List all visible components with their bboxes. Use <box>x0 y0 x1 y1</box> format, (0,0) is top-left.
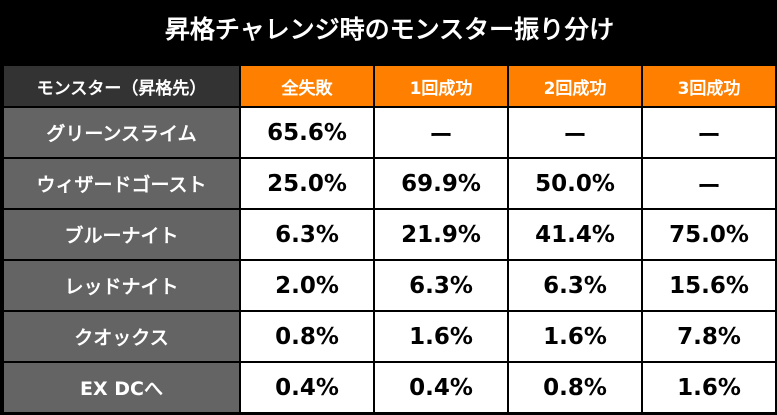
probability-cell: 75.0% <box>641 208 777 261</box>
column-header-1-success: 1回成功 <box>373 64 509 108</box>
probability-cell: ー <box>641 106 777 159</box>
column-header-3-success: 3回成功 <box>641 64 777 108</box>
table-row: ウィザードゴースト 25.0% 69.9% 50.0% ー <box>2 157 777 210</box>
probability-cell: 15.6% <box>641 259 777 312</box>
page-title: 昇格チャレンジ時のモンスター振り分け <box>164 15 615 44</box>
probability-cell: 25.0% <box>239 157 375 210</box>
probability-cell: 0.4% <box>239 361 375 414</box>
probability-cell: 2.0% <box>239 259 375 312</box>
monster-name: グリーンスライム <box>2 106 241 159</box>
probability-cell: 0.8% <box>239 310 375 363</box>
probability-cell: 6.3% <box>373 259 509 312</box>
probability-cell: 6.3% <box>507 259 643 312</box>
monster-name: EX DCへ <box>2 361 241 414</box>
table-header-row: モンスター（昇格先） 全失敗 1回成功 2回成功 3回成功 <box>2 64 777 108</box>
probability-cell: 21.9% <box>373 208 509 261</box>
monster-name: ブルーナイト <box>2 208 241 261</box>
probability-cell: 0.4% <box>373 361 509 414</box>
probability-cell: 1.6% <box>641 361 777 414</box>
probability-cell: 50.0% <box>507 157 643 210</box>
probability-cell: 1.6% <box>507 310 643 363</box>
column-header-all-fail: 全失敗 <box>239 64 375 108</box>
probability-cell: 1.6% <box>373 310 509 363</box>
table-row: ブルーナイト 6.3% 21.9% 41.4% 75.0% <box>2 208 777 261</box>
probability-cell: 0.8% <box>507 361 643 414</box>
probability-cell: ー <box>373 106 509 159</box>
probability-cell: 65.6% <box>239 106 375 159</box>
monster-name: クオックス <box>2 310 241 363</box>
distribution-table: モンスター（昇格先） 全失敗 1回成功 2回成功 3回成功 グリーンスライム 65… <box>2 64 777 414</box>
probability-cell: ー <box>641 157 777 210</box>
probability-cell: 41.4% <box>507 208 643 261</box>
column-header-monster: モンスター（昇格先） <box>2 64 241 108</box>
table-row: グリーンスライム 65.6% ーーー <box>2 106 777 159</box>
column-header-2-success: 2回成功 <box>507 64 643 108</box>
probability-cell: 69.9% <box>373 157 509 210</box>
probability-cell: 7.8% <box>641 310 777 363</box>
probability-cell: ー <box>507 106 643 159</box>
probability-cell: 6.3% <box>239 208 375 261</box>
table-row: EX DCへ 0.4% 0.4% 0.8% 1.6% <box>2 361 777 414</box>
monster-name: ウィザードゴースト <box>2 157 241 210</box>
table-row: レッドナイト 2.0% 6.3% 6.3% 15.6% <box>2 259 777 312</box>
monster-name: レッドナイト <box>2 259 241 312</box>
table-row: クオックス 0.8% 1.6% 1.6% 7.8% <box>2 310 777 363</box>
